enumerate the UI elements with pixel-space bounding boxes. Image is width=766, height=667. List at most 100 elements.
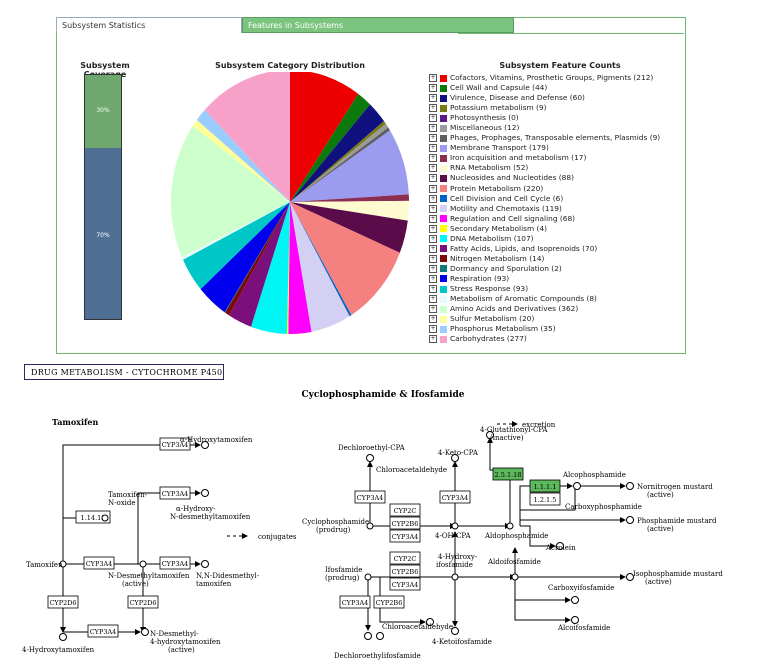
pie-slice[interactable] — [229, 202, 290, 327]
expand-icon[interactable]: + — [429, 214, 437, 223]
pie-slice[interactable] — [290, 202, 400, 316]
expand-icon[interactable]: + — [429, 285, 437, 293]
expand-icon[interactable]: + — [429, 274, 437, 283]
tab-features-in-subsystems[interactable]: Features in Subsystems — [242, 17, 514, 33]
expand-icon[interactable]: + — [429, 124, 437, 133]
enzyme-cyp3a4[interactable]: CYP3A4 — [162, 560, 189, 568]
expand-icon[interactable]: + — [429, 174, 437, 183]
pie-slice[interactable] — [290, 72, 359, 202]
enzyme-cyp3a4[interactable]: CYP3A4 — [392, 581, 419, 589]
expand-icon[interactable]: + — [429, 74, 437, 83]
legend-item[interactable]: + Stress Response (93) — [429, 284, 679, 294]
expand-icon[interactable]: + — [429, 94, 437, 103]
pie-slice[interactable] — [286, 202, 290, 334]
legend-item[interactable]: + Protein Metabolism (220) — [429, 184, 679, 194]
expand-icon[interactable]: + — [429, 295, 437, 304]
pie-slice[interactable] — [290, 202, 350, 332]
expand-icon[interactable]: + — [429, 244, 437, 253]
enzyme-cyp3a4[interactable]: CYP3A4 — [162, 441, 189, 449]
pie-slice[interactable] — [200, 202, 290, 313]
legend-item[interactable]: + Membrane Transport (179) — [429, 143, 679, 153]
pie-slice[interactable] — [204, 72, 290, 202]
legend-item[interactable]: + Photosynthesis (0) — [429, 113, 679, 123]
expand-icon[interactable]: + — [429, 305, 437, 314]
tab-subsystem-statistics[interactable]: Subsystem Statistics — [56, 17, 242, 33]
pie-slice[interactable] — [290, 202, 352, 317]
expand-icon[interactable]: + — [429, 234, 437, 243]
enzyme-cyp2b6[interactable]: CYP2B6 — [376, 599, 403, 607]
enzyme-cyp2b6[interactable]: CYP2B6 — [392, 520, 419, 528]
pie-slice[interactable] — [290, 104, 385, 202]
enzyme-cyp2c[interactable]: CYP2C — [394, 555, 417, 563]
expand-icon[interactable]: + — [429, 254, 437, 263]
enzyme-cyp3a4[interactable]: CYP3A4 — [342, 599, 369, 607]
legend-item[interactable]: + DNA Metabolism (107) — [429, 234, 679, 244]
enzyme-cyp2d6[interactable]: CYP2D6 — [49, 599, 76, 607]
enzyme-cyp2b6[interactable]: CYP2B6 — [392, 568, 419, 576]
legend-item[interactable]: + Cell Division and Cell Cycle (6) — [429, 194, 679, 204]
enzyme-cyp3a4[interactable]: CYP3A4 — [90, 628, 117, 636]
expand-icon[interactable]: + — [429, 84, 437, 93]
enzyme-cyp3a4[interactable]: CYP3A4 — [86, 560, 113, 568]
expand-icon[interactable]: + — [429, 184, 437, 193]
legend-item[interactable]: + Virulence, Disease and Defense (60) — [429, 93, 679, 103]
expand-icon[interactable]: + — [429, 164, 437, 173]
enzyme-1-2-1-5[interactable]: 1.2.1.5 — [534, 496, 557, 504]
pie-slice[interactable] — [250, 202, 290, 334]
expand-icon[interactable]: + — [429, 114, 437, 123]
legend-item[interactable]: + Phosphorus Metabolism (35) — [429, 324, 679, 334]
pie-slice[interactable] — [192, 119, 290, 202]
legend-item[interactable]: + Potassium metabolism (9) — [429, 103, 679, 113]
expand-icon[interactable]: + — [429, 264, 437, 273]
legend-item[interactable]: + Iron acquisition and metabolism (17) — [429, 153, 679, 163]
pie-slice[interactable] — [290, 130, 409, 202]
expand-icon[interactable]: + — [429, 224, 437, 233]
expand-icon[interactable]: + — [429, 134, 437, 143]
expand-icon[interactable]: + — [429, 194, 437, 203]
expand-icon[interactable]: + — [429, 144, 437, 153]
pie-slice[interactable] — [288, 202, 312, 335]
pie-slice[interactable] — [290, 121, 386, 202]
pie-slice[interactable] — [290, 127, 390, 202]
expand-icon[interactable]: + — [429, 315, 437, 324]
pie-slice[interactable] — [224, 202, 290, 313]
enzyme-cyp2d6[interactable]: CYP2D6 — [129, 599, 156, 607]
enzyme-1-14-13[interactable]: 1.14.13 — [81, 514, 106, 522]
enzyme-2-5-1-18[interactable]: 2.5.1.18 — [495, 471, 522, 479]
pie-slice[interactable] — [171, 125, 290, 257]
pie-slice[interactable] — [290, 202, 408, 253]
expand-icon[interactable]: + — [429, 104, 437, 113]
enzyme-cyp3a4[interactable]: CYP3A4 — [357, 494, 384, 502]
pie-slice[interactable] — [290, 194, 409, 202]
legend-item[interactable]: + Carbohydrates (277) — [429, 334, 679, 344]
legend-item[interactable]: + Cell Wall and Capsule (44) — [429, 83, 679, 93]
legend-item[interactable]: + Phages, Prophages, Transposable element… — [429, 133, 679, 143]
enzyme-cyp3a4[interactable]: CYP3A4 — [442, 494, 469, 502]
pie-slice[interactable] — [290, 123, 389, 202]
legend-item[interactable]: + Sulfur Metabolism (20) — [429, 314, 679, 324]
legend-item[interactable]: + Amino Acids and Derivatives (362) — [429, 304, 679, 314]
legend-item[interactable]: + Metabolism of Aromatic Compounds (8) — [429, 294, 679, 304]
pie-slice[interactable] — [290, 200, 409, 221]
enzyme-cyp3a4[interactable]: CYP3A4 — [162, 490, 189, 498]
legend-item[interactable]: + Secondary Metabolism (4) — [429, 224, 679, 234]
legend-item[interactable]: + Respiration (93) — [429, 274, 679, 284]
enzyme-1-1-1-1[interactable]: 1.1.1.1 — [534, 483, 557, 491]
legend-item[interactable]: + Miscellaneous (12) — [429, 123, 679, 133]
pie-slice[interactable] — [290, 93, 371, 202]
legend-item[interactable]: + Fatty Acids, Lipids, and Isoprenoids (7… — [429, 244, 679, 254]
legend-item[interactable]: + Cofactors, Vitamins, Prosthetic Groups,… — [429, 73, 679, 83]
pie-slice[interactable] — [225, 202, 290, 316]
enzyme-cyp3a4[interactable]: CYP3A4 — [392, 533, 419, 541]
legend-item[interactable]: + Dormancy and Sporulation (2) — [429, 264, 679, 274]
pie-slice[interactable] — [181, 202, 290, 260]
expand-icon[interactable]: + — [429, 204, 437, 213]
expand-icon[interactable]: + — [429, 154, 437, 163]
enzyme-cyp2c[interactable]: CYP2C — [394, 507, 417, 515]
legend-item[interactable]: + Nucleosides and Nucleotides (88) — [429, 173, 679, 183]
legend-item[interactable]: + RNA Metabolism (52) — [429, 163, 679, 173]
legend-item[interactable]: + Regulation and Cell signaling (68) — [429, 214, 679, 224]
pie-slice[interactable] — [196, 109, 290, 202]
pie-slice[interactable] — [182, 202, 290, 290]
legend-item[interactable]: + Nitrogen Metabolism (14) — [429, 254, 679, 264]
